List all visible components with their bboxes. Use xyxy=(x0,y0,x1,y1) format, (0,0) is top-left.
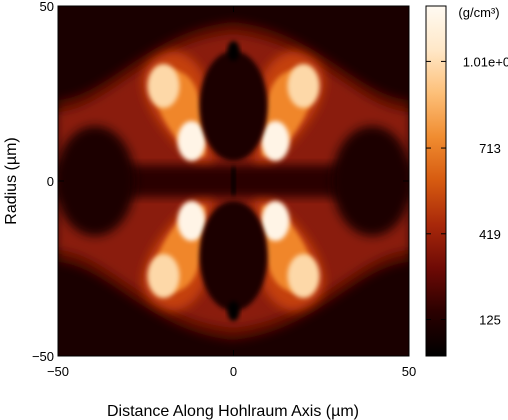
heatmap-plot-area xyxy=(58,6,409,356)
upper-tip xyxy=(227,41,240,61)
x-axis: −50 0 50 xyxy=(47,6,416,379)
x-tick-label: −50 xyxy=(47,364,69,379)
y-axis-label: Radius (µm) xyxy=(3,137,20,224)
center-spike xyxy=(231,167,236,195)
left-cavity xyxy=(58,126,135,236)
colorbar-tick-label: 419 xyxy=(479,227,501,242)
colorbar: (g/cm³) 125 419 713 1.01e+03 xyxy=(425,5,508,357)
y-tick-label: 0 xyxy=(47,174,54,189)
colorbar-tick-label: 1.01e+03 xyxy=(463,54,508,69)
colorbar-ticks: 125 419 713 1.01e+03 xyxy=(426,54,508,328)
lower-tip xyxy=(227,301,240,321)
density-peak-secondary xyxy=(147,64,180,108)
x-tick-label: 0 xyxy=(230,364,237,379)
upper-central-cavity xyxy=(199,51,268,161)
density-peak xyxy=(177,201,206,241)
y-tick-label: −50 xyxy=(32,349,54,364)
colorbar-tick-label: 713 xyxy=(479,141,501,156)
density-peak xyxy=(261,201,290,241)
density-peak-secondary xyxy=(287,64,320,108)
density-peak xyxy=(177,121,206,161)
colorbar-gradient xyxy=(425,5,447,357)
lower-central-cavity xyxy=(199,201,268,311)
x-tick-label: 50 xyxy=(402,364,416,379)
right-cavity xyxy=(332,126,409,236)
heatmap-density-field xyxy=(58,22,409,340)
y-tick-label: 50 xyxy=(40,0,54,14)
density-peak xyxy=(261,121,290,161)
density-peak-secondary xyxy=(147,254,180,298)
x-axis-label: Distance Along Hohlraum Axis (µm) xyxy=(107,403,359,420)
density-peak-secondary xyxy=(287,254,320,298)
colorbar-tick-label: 125 xyxy=(479,313,501,328)
y-axis: −50 0 50 xyxy=(32,0,409,364)
colorbar-unit-label: (g/cm³) xyxy=(458,5,499,20)
